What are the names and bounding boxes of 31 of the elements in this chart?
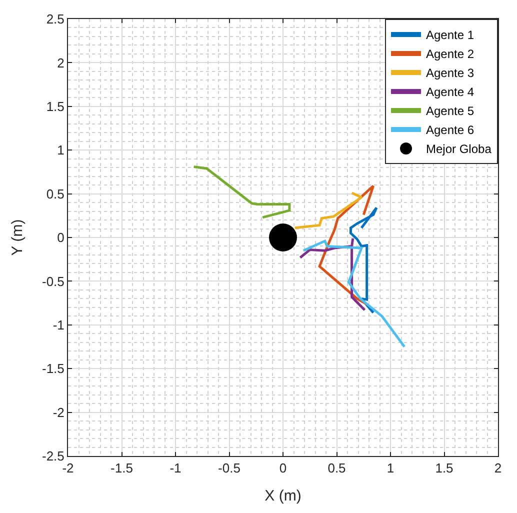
- y-tick-label: 0.5: [46, 186, 64, 202]
- x-tick-label: -0.5: [218, 460, 240, 476]
- legend-label: Agente 1: [426, 28, 474, 42]
- x-axis-title: X (m): [264, 488, 302, 505]
- legend-label: Agente 5: [426, 104, 474, 118]
- y-tick-label: 1.5: [46, 98, 64, 114]
- y-tick-label: -0.5: [42, 274, 64, 289]
- y-tick-label: -1: [52, 317, 64, 332]
- x-tick-label: -1.5: [110, 460, 133, 476]
- x-tick-label: 1.5: [435, 460, 454, 476]
- legend-label: Mejor Globa: [426, 142, 492, 156]
- y-tick-label: -2: [52, 404, 64, 420]
- y-tick-label: -2.5: [42, 448, 64, 464]
- y-tick-label: 2: [57, 55, 64, 70]
- y-tick-label: -1.5: [42, 361, 64, 376]
- y-axis-title: Y (m): [9, 219, 26, 256]
- legend-label: Agente 4: [426, 85, 474, 100]
- x-tick-label: 1: [386, 460, 394, 476]
- legend-label: Agente 6: [426, 123, 474, 138]
- x-tick-label: 0.5: [328, 460, 346, 476]
- y-tick-label: 0: [57, 230, 64, 246]
- legend-label: Agente 3: [426, 66, 474, 80]
- legend-label: Agente 2: [426, 47, 474, 62]
- x-tick-label: 2: [494, 460, 502, 476]
- line-series: [349, 206, 378, 314]
- y-tick-label: 2.5: [46, 12, 64, 27]
- x-tick-label: 0: [279, 460, 287, 476]
- line-series: [192, 165, 291, 219]
- x-tick-label: -1: [170, 460, 182, 476]
- y-tick-label: 1: [57, 142, 64, 158]
- line-series: [302, 240, 406, 348]
